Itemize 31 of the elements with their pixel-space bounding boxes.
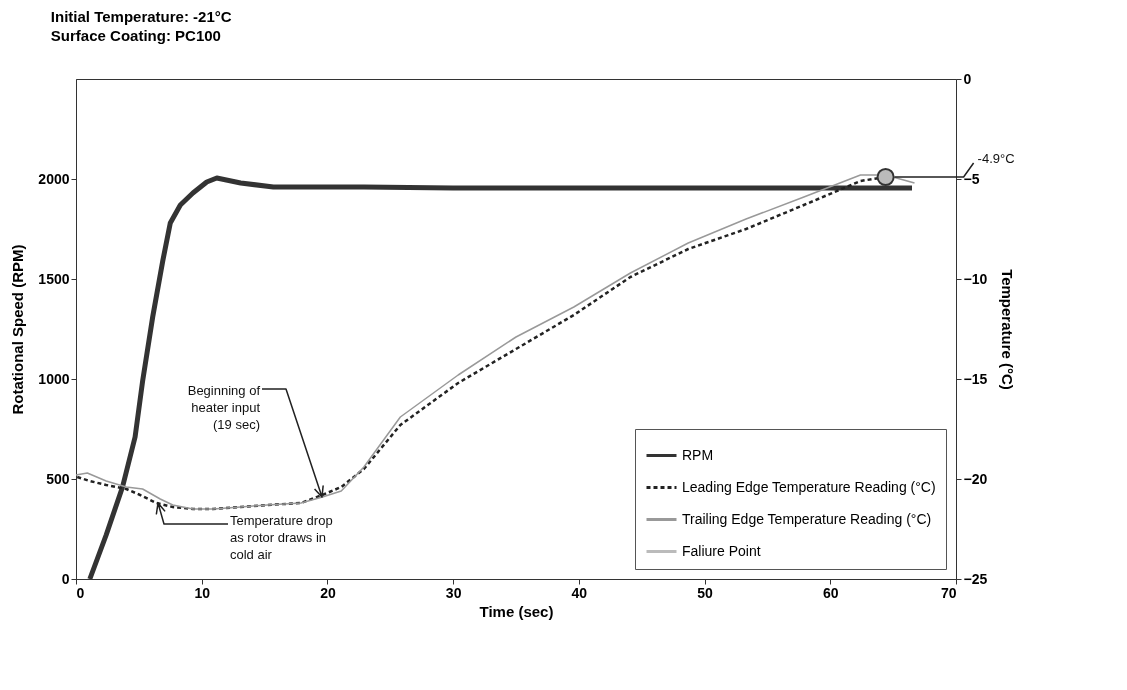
x-tick-label: 70	[940, 584, 957, 601]
y2-tick-label: −15	[963, 370, 988, 387]
x-axis-title: Time (sec)	[479, 602, 554, 620]
legend-label: RPM	[682, 446, 714, 463]
legend-label: Faliure Point	[682, 542, 761, 559]
y-tick-label: 1500	[38, 270, 70, 287]
x-tick-label: 50	[697, 584, 714, 601]
y-tick-label: 1000	[38, 370, 70, 387]
x-tick-label: 60	[823, 584, 839, 601]
annotation: -4.9°C	[977, 151, 1015, 166]
y-tick-label: 500	[46, 470, 70, 487]
y2-tick-label: −5	[963, 170, 980, 187]
x-tick-label: 0	[76, 584, 85, 601]
chart-subtitle: Surface Coating: PC100	[50, 27, 221, 44]
legend-label: Leading Edge Temperature Reading (°C)	[682, 478, 936, 495]
y2-tick-label: −20	[963, 470, 988, 487]
y2-tick-label: −25	[963, 570, 988, 587]
y2-axis-title: Temperature (°C)	[999, 269, 1017, 390]
y-axis-title: Rotational Speed (RPM)	[9, 244, 27, 415]
y2-tick-label: −10	[963, 270, 988, 287]
x-tick-label: 30	[445, 584, 462, 601]
x-tick-label: 10	[194, 584, 211, 601]
y-tick-label: 0	[61, 570, 70, 587]
y2-tick-label: 0	[963, 70, 972, 87]
annotation: Beginning of heater input (19 sec)	[187, 383, 261, 432]
x-tick-label: 40	[571, 584, 588, 601]
y-tick-label: 2000	[38, 170, 70, 187]
annotation: Temperature drop as rotor draws in cold air	[230, 513, 333, 562]
legend-label: Trailing Edge Temperature Reading (°C)	[682, 510, 932, 527]
chart-title: Initial Temperature: -21°C	[50, 8, 232, 25]
x-tick-label: 20	[320, 584, 336, 601]
